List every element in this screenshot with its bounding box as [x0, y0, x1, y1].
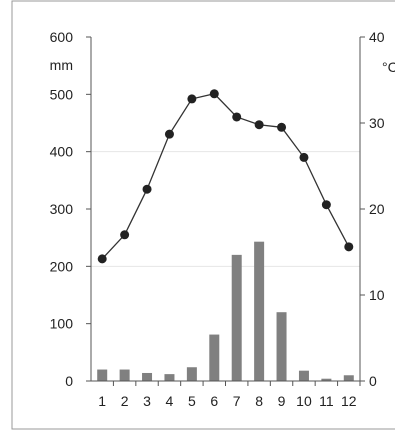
precipitation-bar: [254, 241, 265, 381]
x-tick-label: 3: [143, 393, 151, 409]
right-tick-label: 0: [369, 373, 377, 389]
temperature-point: [142, 184, 152, 194]
x-tick-label: 2: [121, 393, 129, 409]
precipitation-bar: [142, 372, 153, 381]
temperature-point: [344, 242, 354, 252]
temperature-point: [97, 254, 107, 264]
precipitation-bar: [164, 374, 175, 381]
left-tick-label: 500: [50, 86, 74, 102]
left-tick-label: 300: [50, 201, 74, 217]
temperature-point: [254, 120, 264, 130]
temperature-point: [232, 112, 242, 122]
precipitation-bar: [209, 334, 220, 381]
precipitation-bar: [321, 378, 332, 381]
right-axis-unit: °C: [382, 59, 395, 75]
right-tick-label: 10: [369, 287, 385, 303]
temperature-point: [164, 129, 174, 139]
temperature-point: [209, 89, 219, 99]
temperature-point: [321, 200, 331, 210]
temperature-point: [187, 94, 197, 104]
left-tick-label: 200: [50, 258, 74, 274]
x-tick-label: 4: [166, 393, 174, 409]
left-tick-label: 400: [50, 144, 74, 160]
temperature-point: [120, 230, 130, 240]
x-tick-label: 8: [255, 393, 263, 409]
right-tick-label: 40: [369, 29, 385, 45]
precipitation-bar: [97, 369, 108, 381]
precipitation-bar: [343, 375, 354, 381]
precipitation-bar: [231, 254, 242, 381]
temperature-line: [101, 93, 350, 260]
precipitation-bar: [186, 367, 197, 381]
right-tick-label: 30: [369, 115, 385, 131]
precipitation-bar: [276, 312, 287, 381]
x-tick-label: 12: [341, 393, 357, 409]
x-tick-label: 5: [188, 393, 196, 409]
x-tick-label: 9: [278, 393, 286, 409]
chart-border: [11, 0, 395, 430]
x-tick-label: 11: [319, 393, 334, 409]
x-tick-label: 10: [296, 393, 312, 409]
x-tick-label: 6: [210, 393, 218, 409]
temperature-point: [299, 152, 309, 162]
x-tick-label: 7: [233, 393, 241, 409]
precipitation-bar: [298, 370, 309, 381]
x-tick-label: 1: [98, 393, 106, 409]
precipitation-bar: [119, 369, 130, 381]
left-tick-label: 600: [50, 29, 74, 45]
left-tick-label: 0: [65, 373, 73, 389]
left-axis-unit: mm: [50, 57, 73, 73]
right-tick-label: 20: [369, 201, 385, 217]
left-tick-label: 100: [50, 316, 74, 332]
temperature-point: [277, 122, 287, 132]
